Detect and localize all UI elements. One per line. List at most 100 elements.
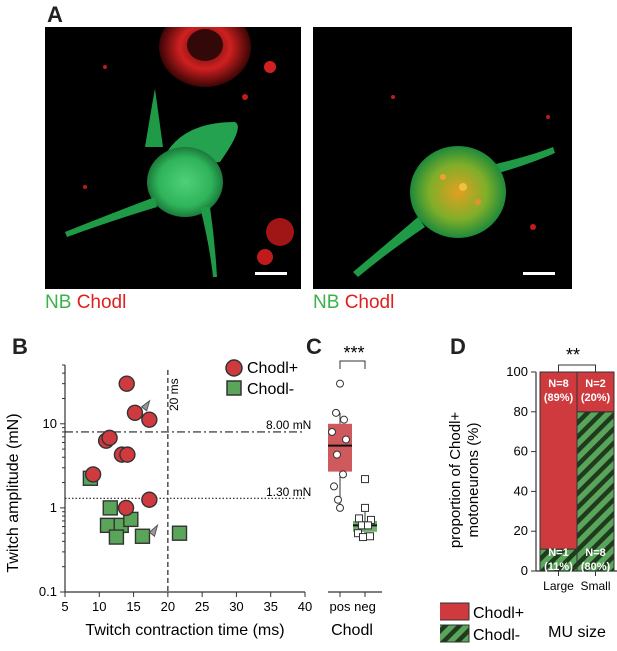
caption-left: NB Chodl: [45, 292, 126, 314]
d-ylabel-2: motoneurons (%): [465, 422, 482, 537]
d-label-large-pos: (89%): [544, 392, 574, 404]
d-legend: Chodl+ Chodl-: [440, 602, 524, 644]
c-neg-point: [364, 521, 372, 530]
d-legend-swatch-neg: [440, 624, 470, 643]
b-point-pos: [117, 499, 135, 517]
c-pos-point: [333, 450, 341, 459]
d-ytick-label: 20: [514, 523, 528, 538]
b-legend-pos: Chodl+: [247, 360, 298, 377]
d-label-large-pos: N=8: [548, 378, 569, 390]
c-pos-point: [342, 435, 350, 444]
b-point-neg: [108, 529, 125, 545]
b-ytick-label: 1: [50, 500, 57, 515]
b-point-pos: [101, 429, 118, 447]
d-xlabel: MU size: [548, 624, 606, 641]
caption-left-chodl: Chodl: [76, 292, 127, 313]
c-sig-bracket: [339, 360, 366, 369]
scale-bar-right: [523, 272, 555, 275]
c-pos-point: [336, 503, 344, 512]
d-ytick-label: 60: [514, 444, 528, 459]
b-point-pos: [118, 375, 135, 392]
micrograph-right: [313, 27, 572, 289]
d-bar-pos: [539, 371, 578, 550]
c-pos-point: [332, 408, 340, 417]
b-point-neg: [171, 525, 188, 541]
d-ytick-label: 100: [506, 364, 528, 379]
caption-right-chodl: Chodl: [344, 292, 395, 313]
c-xlabel: Chodl: [331, 622, 373, 639]
b-xtick-label: 35: [263, 599, 277, 614]
panel-d-chart: 0 20 40 60 80 100 Large Small N=8 (89%) N=2 (20%) N=…: [440, 345, 617, 644]
c-pos-point: [334, 495, 342, 504]
c-significance: ***: [343, 345, 364, 363]
d-bar-pos: [576, 371, 615, 413]
panel-c-chart: pos neg *** Chodl: [328, 345, 382, 639]
d-label-small-neg: (80%): [581, 561, 611, 573]
panel-c-letter: C: [306, 334, 322, 359]
scale-bar-left: [255, 272, 287, 275]
c-pos-point: [330, 482, 338, 491]
d-label-small-neg: N=8: [585, 547, 606, 559]
c-neg-point: [359, 533, 367, 542]
d-label-small-pos: (20%): [581, 392, 611, 404]
b-xtick-label: 20: [161, 599, 175, 614]
b-point-pos: [126, 404, 144, 422]
b-xtick-label: 15: [126, 599, 140, 614]
b-arrow-pos: [140, 399, 151, 412]
b-legend-marker-pos: [225, 359, 243, 377]
c-xtick-label: pos: [330, 599, 351, 614]
panel-a-letter: A: [47, 2, 63, 27]
b-point-neg: [134, 528, 151, 544]
b-arrow-neg: [148, 523, 159, 538]
d-significance: **: [566, 345, 580, 365]
b-legend-marker-neg: [226, 380, 242, 396]
micrograph-left: [45, 27, 301, 289]
panel-d-letter: D: [450, 334, 466, 359]
d-label-small-pos: N=2: [585, 378, 606, 390]
b-point-neg: [102, 500, 118, 516]
b-point-pos: [141, 411, 158, 428]
d-xtick-label: Small: [580, 579, 610, 593]
caption-left-nb: NB: [45, 292, 72, 313]
b-xlabel: Twitch contraction time (ms): [85, 622, 284, 639]
b-ytick-label: 0.1: [39, 584, 57, 599]
b-legend: Chodl+ Chodl-: [225, 359, 298, 398]
d-ytick-label: 0: [521, 563, 528, 578]
b-xtick-label: 40: [298, 599, 312, 614]
b-ytick-label: 10: [43, 416, 57, 431]
caption-right-nb: NB: [313, 292, 340, 313]
b-point-pos: [119, 446, 136, 463]
d-legend-neg: Chodl-: [473, 627, 520, 644]
d-label-large-neg: (11%): [544, 561, 573, 573]
panel-b-letter: B: [12, 334, 28, 359]
c-xtick-label: neg: [354, 599, 376, 614]
b-legend-neg: Chodl-: [247, 381, 294, 398]
b-hline-low-label: 1.30 mN: [266, 485, 311, 499]
d-ytick-label: 40: [514, 483, 528, 498]
d-sig-bracket: [558, 364, 596, 372]
b-ylabel: Twitch amplitude (mN): [5, 413, 22, 572]
b-xtick-label: 30: [229, 599, 243, 614]
b-hline-high-label: 8.00 mN: [266, 418, 311, 432]
d-legend-swatch-pos: [440, 602, 470, 621]
d-ytick-label: 80: [514, 404, 528, 419]
caption-right: NB Chodl: [313, 292, 394, 314]
panel-b-chart: 5 10 15 20 25 30 35 40 0.1 1 10 Twitch contraction…: [5, 359, 312, 639]
c-neg-point: [361, 503, 369, 512]
d-label-large-neg: N=1: [548, 547, 569, 559]
b-xtick-label: 10: [92, 599, 106, 614]
c-neg-point: [361, 475, 369, 484]
c-neg-point: [366, 532, 374, 541]
b-point-pos: [141, 491, 158, 508]
d-ylabel-1: proportion of Chodl+: [447, 412, 464, 549]
b-vline-label: 20 ms: [167, 378, 181, 411]
b-point-pos: [84, 466, 102, 483]
d-xtick-label: Large: [543, 579, 574, 593]
c-pos-point: [340, 415, 348, 424]
c-pos-point: [339, 470, 347, 479]
c-pos-point: [336, 379, 344, 388]
b-xtick-label: 25: [195, 599, 209, 614]
b-xtick-label: 5: [61, 599, 68, 614]
d-legend-pos: Chodl+: [473, 605, 524, 622]
c-pos-point: [328, 427, 336, 436]
